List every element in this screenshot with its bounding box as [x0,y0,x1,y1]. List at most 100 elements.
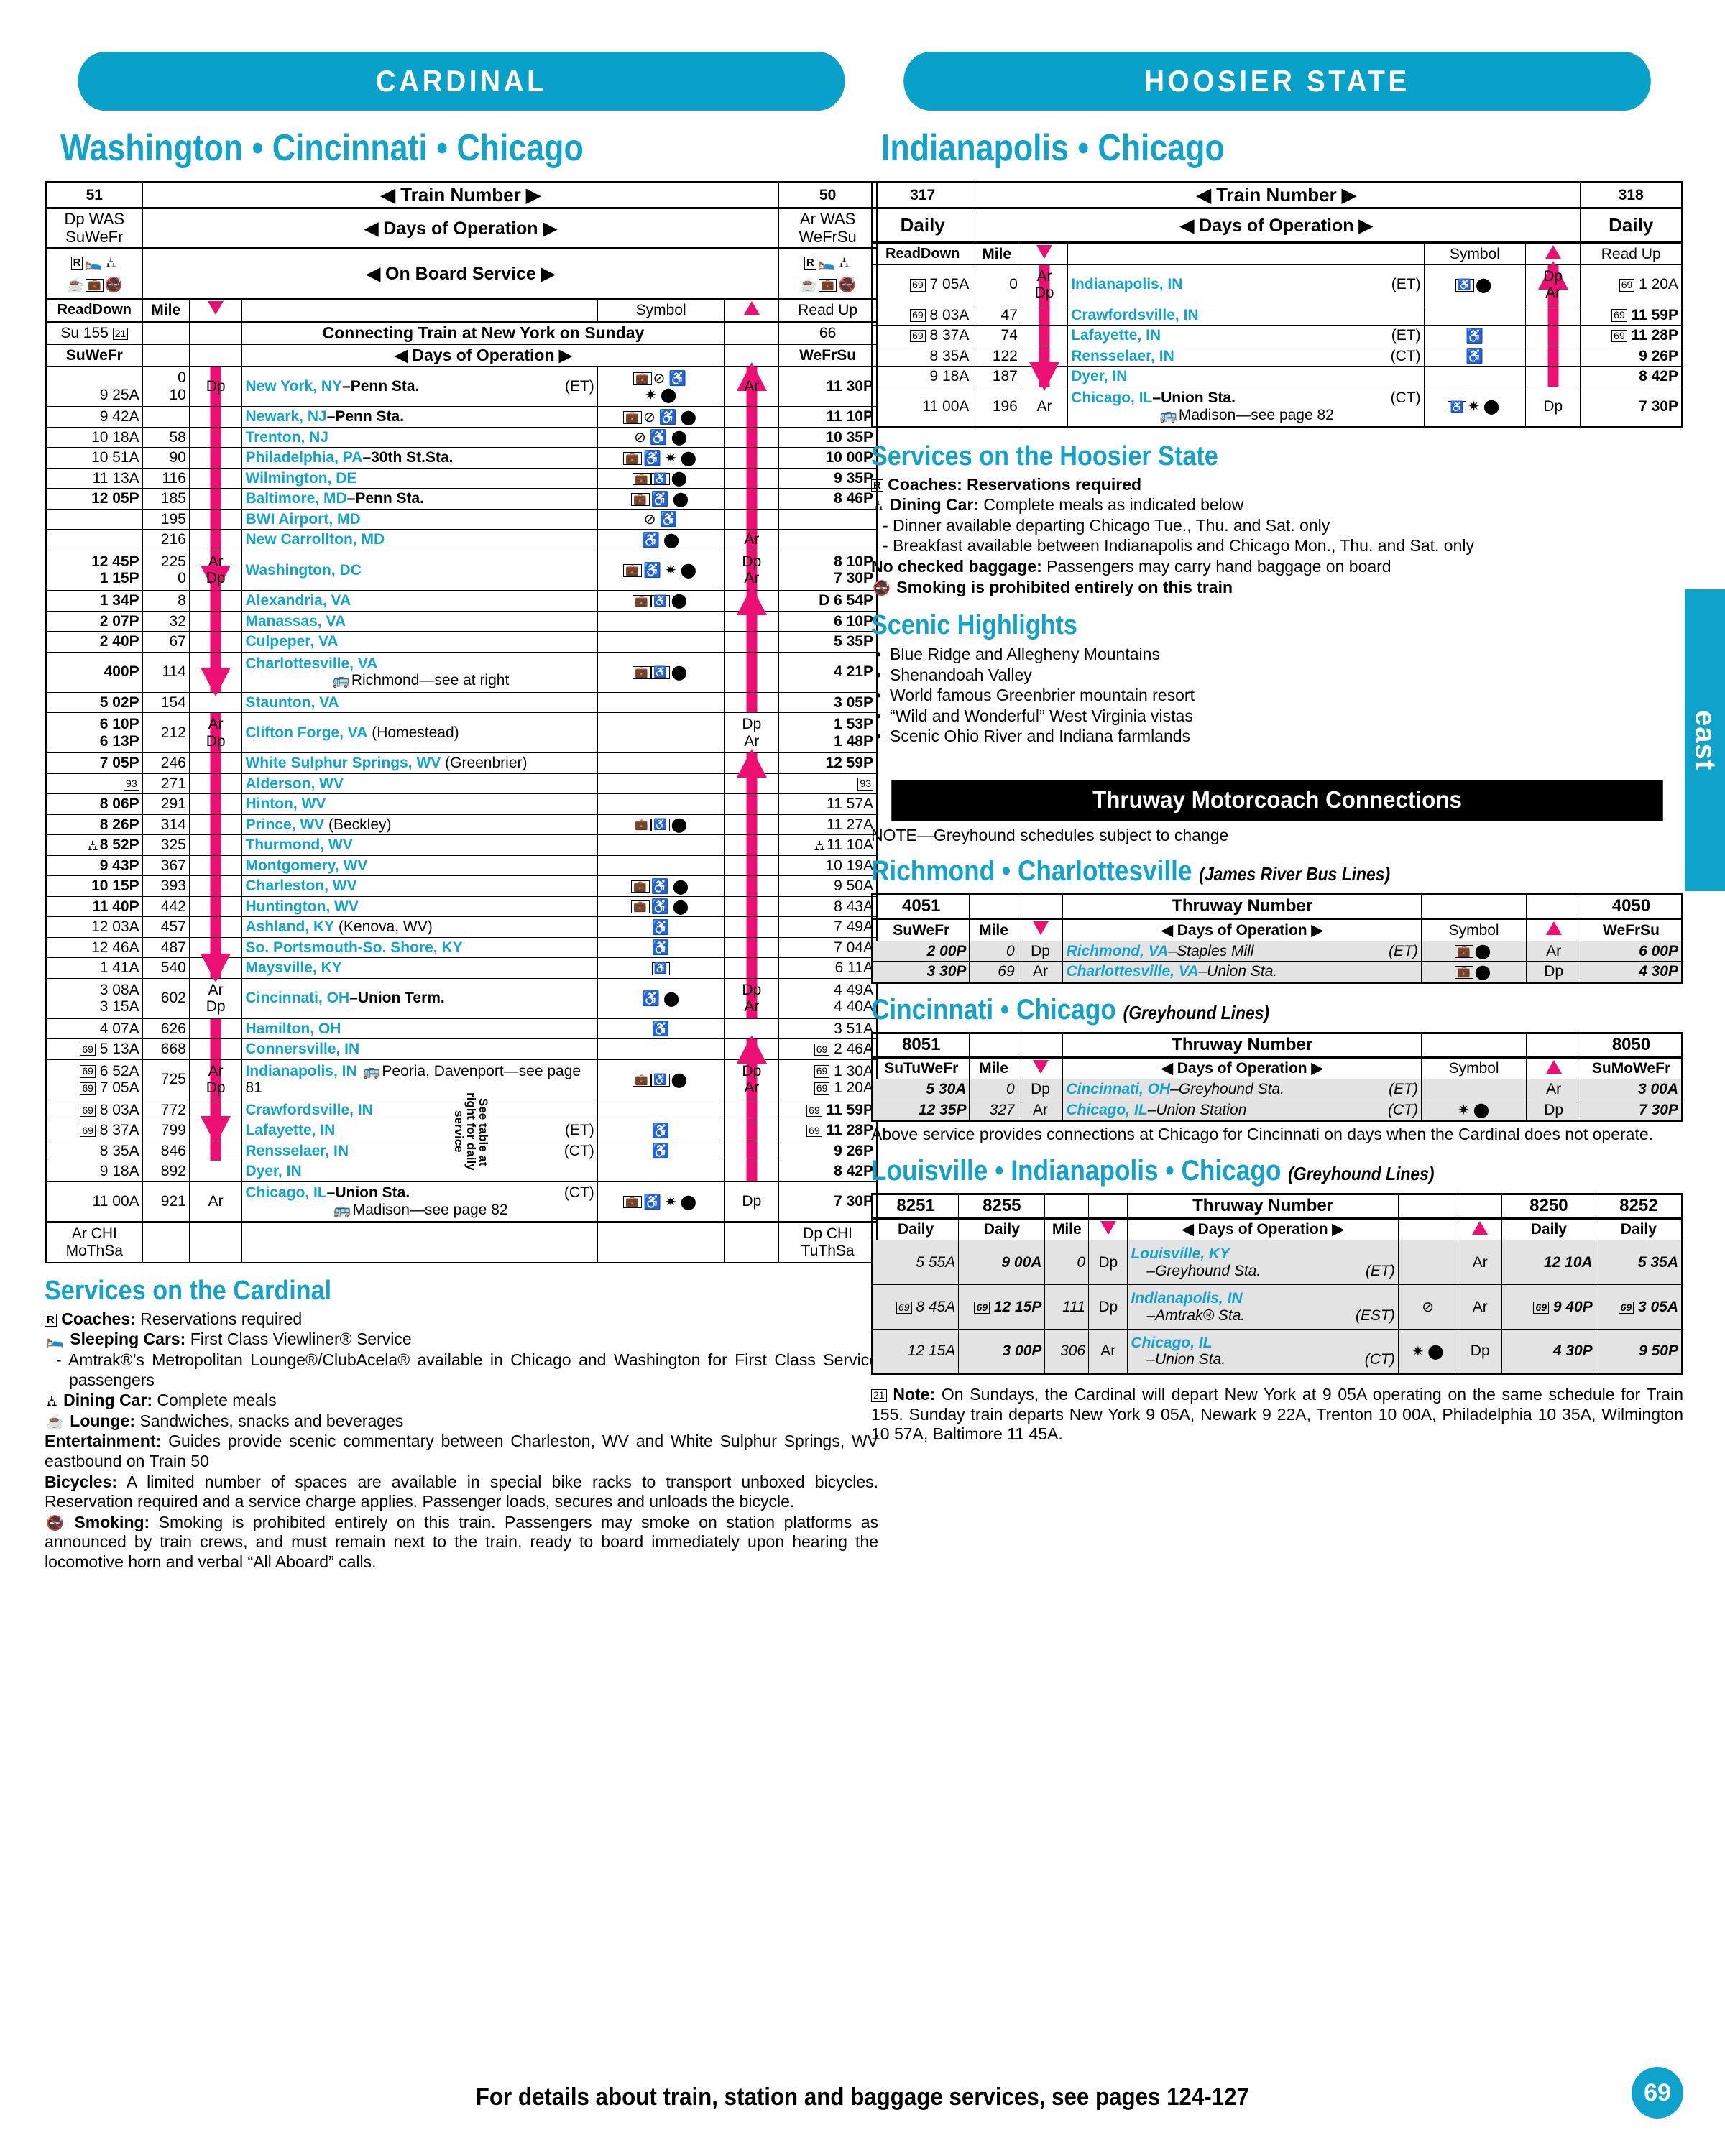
station-cell: Charlottesville, VA 🚌Richmond—see at righ… [242,651,598,693]
service-label: Smoking: [74,1512,150,1531]
station-cell: New York, NY–Penn Sta. (ET) [242,366,598,407]
timezone-label: (ET) [1389,1081,1418,1098]
read-up-time [778,508,878,530]
service-text: - Dinner available departing Chicago Tue… [883,515,1330,535]
days-right: Ar WAS WeFrSu [778,207,878,249]
thruway-table: 4051 Thruway Number 4050 SuWeFr Mile ◀ Days o… [870,893,1683,984]
read-down-time: 10 51A [45,447,143,469]
thruway-time-left: 2 00P [870,940,970,962]
up-arrow-header [1458,1217,1503,1241]
time-value: 11 27A [827,816,873,833]
table-row: 9 42A Newark, NJ–Penn Sta. 💼 ⊘ ♿ ⬤ 11 10P [45,406,878,428]
arrive-depart-up [724,1161,780,1182]
timezone-label: (CT) [1387,1101,1418,1118]
arrive-depart-up: Ar [1458,1284,1503,1330]
section-tab-east[interactable]: east [1685,589,1725,891]
read-up-time: ⛼11 10A [778,834,878,856]
mile-value: 195 [142,508,190,530]
direction-down-arrow [210,489,221,509]
arrive-depart-down [188,651,243,696]
cardinal-services-list: R Coaches: Reservations required 🛌 Sleepi… [45,1309,878,1572]
time-value: 3 08A [99,981,139,998]
table-row: 9 25A 0 10 Dp New York, NY–Penn Sta. (ET) 💼 ⊘ ♿ ✷… [45,362,878,407]
read-down-time: 69 8 03A [870,304,973,326]
station-sub: –Penn Sta. [346,490,425,507]
direction-down-arrow [210,611,221,632]
time-value: 9 26P [834,1142,873,1159]
arrive-depart-up: Dp Ar [724,712,780,754]
wheelchair-icon: ♿ [651,919,671,936]
station-name: Hinton, WV [245,796,326,813]
station-sub: –Greyhound Sta. [1170,1081,1284,1098]
symbol-label: Symbol [1420,918,1527,941]
connecting-text: Connecting Train at New York on Sunday [242,320,725,345]
time-value: 7 30P [834,570,873,587]
direction-up-arrow [746,896,758,917]
direction-down-arrowhead [201,1115,231,1145]
station-cell: Charleston, WV [242,875,598,897]
service-text: Reservations required [135,1309,303,1328]
connecting-left: Su 155 21 [45,320,143,345]
arrive-depart-down [188,406,243,428]
dining-car-icon: ⛼ [87,837,98,854]
arrive-depart-up [724,488,780,510]
table-row: 11 00A 921 Ar Chicago, IL–Union Sta. (CT) 🚌Ma… [45,1181,878,1222]
cardinal-schedule-table: 51 ◀ Train Number ▶ 50 Dp WAS SuWeFr ◀ Days o… [45,180,878,1263]
time-value: 10 18A [91,428,139,446]
mile-value: 602 [142,977,190,1019]
station-cell: Alexandria, VA [242,589,598,612]
read-down-time: 1 41A [45,957,143,979]
mile-value: 114 [142,651,190,693]
arrive-depart-down [188,508,243,530]
station-staffed-icon: ⬤ [1483,399,1501,415]
connect-blank1 [142,320,190,345]
mile-label: Mile [972,241,1021,265]
table-row: 12 03A 457 Ashland, KY (Kenova, WV) ♿ 7 49A [45,916,878,938]
station-bus-note: 🚌Madison—see page 82 [1159,406,1334,424]
read-up-time: 10 00P [778,447,878,469]
table-row: 12 05P 185 Baltimore, MD–Penn Sta. 💼 ♿ ⬤ 8 46P [45,488,878,510]
station-name-line: Chicago, IL [1131,1334,1213,1351]
mile-value: 122 [972,345,1021,367]
station-sub: –Union Term. [349,990,445,1007]
arrive-depart-down [188,488,243,510]
station-cell: Montgomery, WV [242,854,598,877]
down-arrow-header [188,298,243,322]
read-up-time: 11 57A [778,793,878,815]
days-label: ◀ Days of Operation ▶ [972,207,1581,244]
symbol-cell: 💼 ♿ ✷ ⬤ [597,447,725,469]
symbol-cell: 💼 ♿ ⬤ [597,488,725,510]
wheelchair-icon: ♿ [668,370,688,387]
train-number-label: ◀ Train Number ▶ [142,180,780,209]
footer-blank1 [142,1220,190,1263]
arrive-depart-up [1525,304,1581,326]
station-cell: Chicago, IL–Union Sta. (CT) 🚌Madison—see p… [242,1181,598,1222]
mile-value: 212 [142,712,190,754]
time-value: 4 40A [834,998,873,1015]
days2-blank2 [188,344,243,367]
arrive-depart-up [724,916,780,938]
station-staffed-icon: ⬤ [1473,1102,1491,1119]
time-value: 5 02P [99,694,139,711]
footer-right: Dp CHI TuThSa [778,1220,878,1263]
reference-mark: 69 [814,1065,830,1078]
direction-up-arrow [1547,367,1559,387]
station-cell: Baltimore, MD–Penn Sta. [242,488,598,510]
wheelchair-icon: ♿ [651,1123,671,1139]
symbol-cell [1397,1240,1459,1286]
down-arrow-header [1088,1217,1128,1241]
thruway-time-c: 69 9 40P [1501,1284,1596,1330]
station-name: New York, NY [245,378,343,395]
service-text: - Breakfast available between Indianapol… [883,536,1474,556]
symbol-cell: ♿ [597,1018,725,1040]
arrive-depart-up: Ar [1526,940,1582,962]
read-down-time: 1 34P [45,589,143,612]
time-value: 8 43A [834,898,873,915]
station-sub: –30th St.Sta. [362,449,454,466]
blank-header [242,298,598,322]
read-up-time: 8 42P [1580,366,1683,387]
time-value: 8 46P [834,490,873,507]
time-value: 6 10P [99,716,139,733]
arrive-depart-up [724,793,780,815]
cardinal-banner: CARDINAL [78,52,845,111]
